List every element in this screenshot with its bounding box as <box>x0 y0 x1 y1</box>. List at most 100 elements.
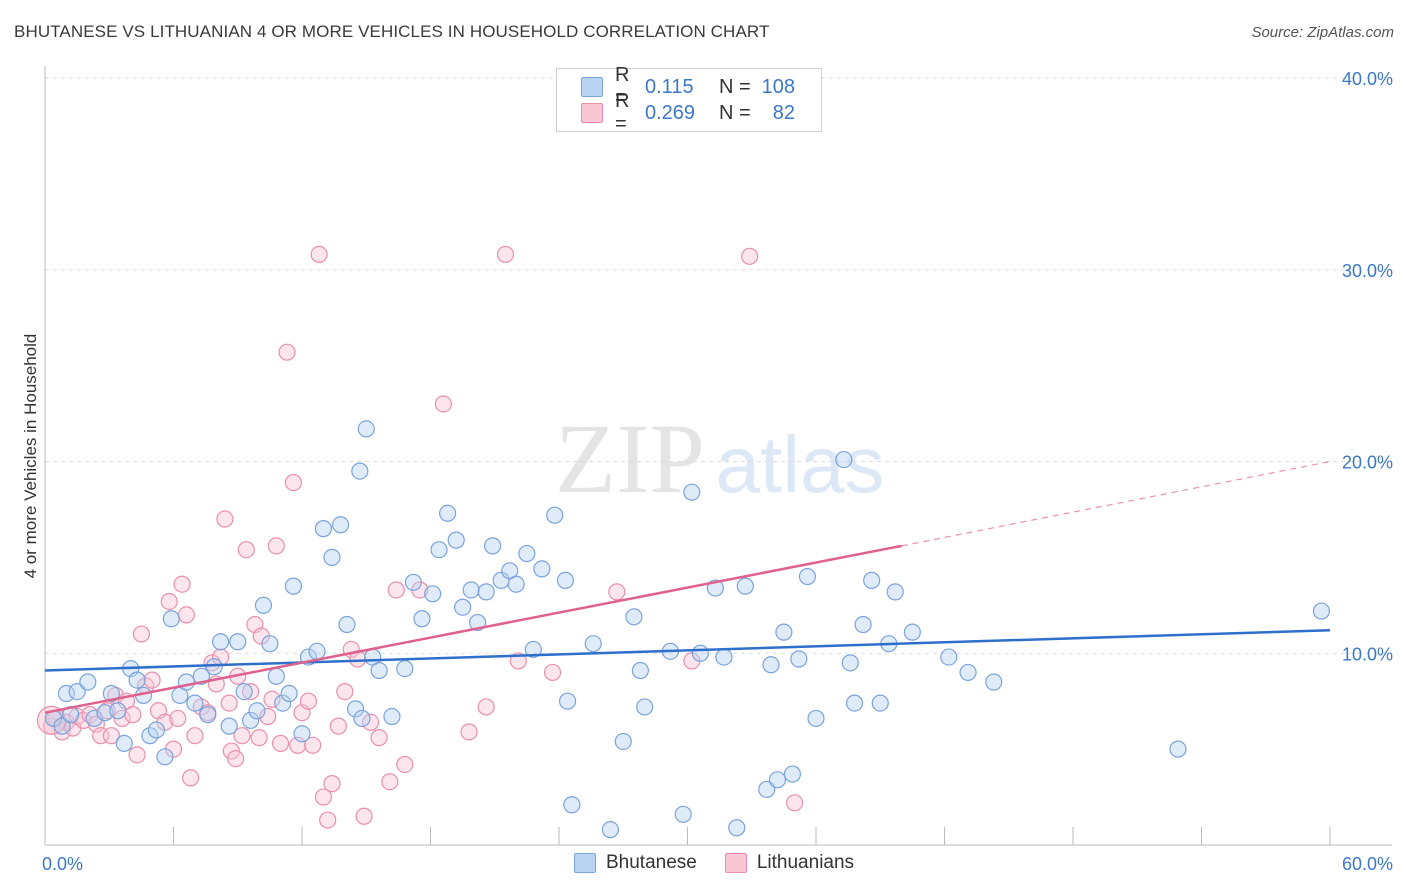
bhutanese-point <box>96 704 114 722</box>
bhutanese-points <box>44 420 1331 839</box>
lithuanians-swatch <box>581 103 603 123</box>
lithuanians-point <box>128 746 146 764</box>
lithuanians-point <box>299 692 318 710</box>
bhutanese-point <box>254 596 273 614</box>
r-value: 0.115 <box>645 75 694 98</box>
lithuanians-point <box>242 682 260 701</box>
chart-title: BHUTANESE VS LITHUANIAN 4 OR MORE VEHICL… <box>14 22 770 41</box>
lithuanians-point <box>267 537 285 555</box>
lithuanians-point <box>250 729 268 747</box>
grid-lines <box>45 77 1392 654</box>
lithuanians-point <box>271 734 290 752</box>
bhutanese-point <box>524 640 542 659</box>
r-label: R = <box>615 90 630 135</box>
lithuanians-point <box>227 750 245 768</box>
bhutanese-point <box>430 541 448 559</box>
bhutanese-point <box>683 483 701 501</box>
bhutanese-point <box>248 702 266 720</box>
bhutanese-point <box>728 819 746 837</box>
n-value: 82 <box>772 101 795 124</box>
bhutanese-point <box>212 633 230 651</box>
bhutanese-point <box>102 684 120 703</box>
bhutanese-point <box>346 700 365 718</box>
bhutanese-point <box>762 656 780 674</box>
n-label: N = <box>719 75 751 98</box>
bhutanese-point <box>68 682 86 701</box>
bhutanese-point <box>109 702 127 720</box>
n-label: N = <box>719 101 751 124</box>
bhutanese-point <box>353 709 371 728</box>
lithuanians-point <box>543 663 562 682</box>
watermark-atlas: atlas <box>716 420 885 509</box>
bhutanese-point <box>323 548 341 566</box>
stats-row-bhutanese: R = 0.115 N = 108 <box>581 64 795 109</box>
lithuanians-point <box>310 245 328 264</box>
lithuanians-point <box>741 247 759 265</box>
lithuanians-point <box>361 713 380 731</box>
lithuanians-point <box>143 671 161 689</box>
lithuanians-point <box>387 581 405 599</box>
bhutanese-point <box>854 615 872 634</box>
bhutanese-legend-swatch <box>574 853 596 873</box>
bhutanese-point <box>147 721 165 739</box>
lithuanians-point <box>608 583 626 601</box>
bhutanese-point <box>758 780 776 798</box>
y-tick-label: 30.0% <box>1342 261 1393 281</box>
lithuanians-point <box>370 729 388 747</box>
r-value: 0.269 <box>645 101 696 124</box>
bhutanese-point <box>447 531 465 549</box>
lithuanians-point <box>216 510 234 528</box>
bhutanese-point <box>556 571 575 589</box>
legend-item-lithuanians[interactable]: Lithuanians <box>724 852 854 874</box>
bhutanese-point <box>886 583 904 601</box>
bhutanese-point <box>518 544 536 563</box>
lithuanians-point <box>496 245 515 264</box>
lithuanians-point <box>169 709 187 728</box>
bhutanese-point <box>584 635 602 653</box>
bhutanese-point <box>601 821 620 839</box>
lithuanians-point <box>186 727 204 745</box>
lithuanians-point <box>233 727 251 745</box>
lithuanians-point <box>381 773 399 791</box>
bhutanese-point <box>128 671 146 689</box>
legend-item-bhutanese[interactable]: Bhutanese <box>574 852 697 874</box>
bhutanese-point <box>53 717 71 735</box>
bhutanese-point <box>1312 602 1331 620</box>
bhutanese-point <box>205 658 223 676</box>
bhutanese-point <box>308 642 326 660</box>
lithuanians-point <box>460 723 478 741</box>
bhutanese-trend-line <box>44 628 1331 672</box>
bhutanese-point <box>546 506 564 524</box>
lithuanians-trend-line <box>44 544 902 714</box>
lithuanians-point <box>263 690 281 708</box>
bhutanese-point <box>274 694 292 712</box>
bhutanese-point <box>715 648 733 666</box>
bhutanese-point <box>156 748 174 766</box>
bhutanese-point <box>691 644 709 662</box>
bhutanese-point <box>798 567 817 586</box>
bhutanese-point <box>625 608 643 626</box>
bhutanese-point <box>985 673 1003 691</box>
lithuanians-point <box>355 807 373 825</box>
y-tick-label: 10.0% <box>1342 644 1393 664</box>
bhutanese-point <box>959 663 977 682</box>
bhutanese-point <box>558 692 577 710</box>
lithuanians-point <box>434 395 452 413</box>
bhutanese-point <box>57 684 76 703</box>
bhutanese-point <box>229 633 247 651</box>
lithuanians-point <box>237 541 255 559</box>
bhutanese-point <box>845 694 864 712</box>
bhutanese-point <box>85 709 103 728</box>
watermark: ZIP atlas <box>555 403 884 514</box>
lithuanians-point <box>124 706 142 724</box>
bhutanese-point <box>533 560 551 578</box>
bhutanese-point <box>235 682 253 701</box>
bhutanese-point <box>477 583 495 601</box>
y-axis-label: 4 or more Vehicles in Household <box>21 334 40 579</box>
bhutanese-point <box>404 573 422 591</box>
source-label: Source: ZipAtlas.com <box>1251 24 1394 41</box>
bhutanese-point <box>462 581 480 599</box>
bhutanese-point <box>370 661 388 680</box>
x-tick-label: 60.0% <box>1342 854 1393 874</box>
trend-lines <box>44 460 1331 714</box>
